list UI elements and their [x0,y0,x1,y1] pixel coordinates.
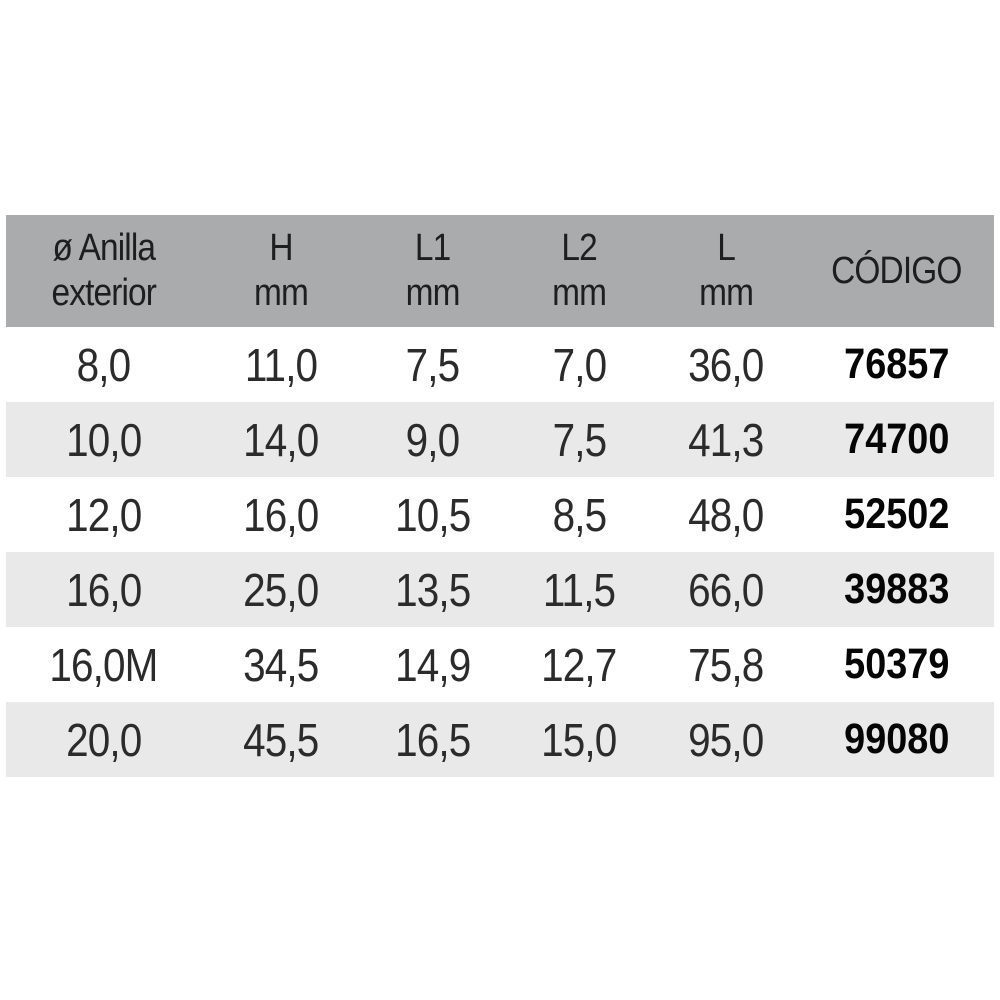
cell-h: 11,0 [244,338,318,391]
col-header-anilla-line1: ø Anilla [52,227,156,269]
cell-l: 75,8 [688,638,765,691]
cell-l1: 7,5 [405,338,460,391]
spec-table: ø Anilla exterior H mm L1 mm [6,215,994,777]
cell-l1: 14,9 [394,638,471,691]
col-header-h-line2: mm [253,272,309,314]
col-header-l-line2: mm [699,272,754,314]
cell-h: 16,0 [243,488,319,541]
cell-l1: 13,5 [359,552,505,627]
col-header-l-mm: L mm [653,215,800,327]
cell-l: 41,3 [653,402,800,477]
cell-l1: 9,0 [359,402,505,477]
table-row: 20,0 45,5 16,5 15,0 95,0 99080 [6,702,994,777]
cell-codigo: 99080 [799,702,994,777]
cell-l1: 10,5 [394,488,471,541]
cell-l2: 7,0 [552,338,607,391]
cell-l2: 8,5 [552,488,607,541]
cell-h: 34,5 [243,638,319,691]
col-header-h-mm: H mm [201,215,360,327]
col-header-anilla-line2: exterior [51,272,157,314]
cell-l: 48,0 [688,488,765,541]
cell-anilla: 20,0 [6,702,202,777]
col-header-l1-line2: mm [405,272,460,314]
col-header-l1-mm: L1 mm [359,215,505,327]
cell-anilla: 12,0 [66,488,142,541]
cell-codigo: 74700 [799,402,994,477]
table-row: 16,0M 34,5 14,9 12,7 75,8 50379 [6,627,994,702]
col-header-codigo-line1: CÓDIGO [831,249,962,292]
cell-l1: 16,5 [359,702,505,777]
cell-h: 14,0 [201,402,360,477]
cell-h: 25,0 [201,552,360,627]
cell-codigo: 76857 [844,340,950,388]
cell-l: 66,0 [653,552,800,627]
cell-l: 36,0 [688,338,765,391]
spec-table-container: ø Anilla exterior H mm L1 mm [6,215,994,777]
cell-codigo: 50379 [844,640,950,688]
cell-h: 45,5 [201,702,360,777]
col-header-h-line1: H [269,227,293,269]
table-row: 12,0 16,0 10,5 8,5 48,0 52502 [6,477,994,552]
cell-codigo: 52502 [844,490,950,538]
header-row: ø Anilla exterior H mm L1 mm [6,215,994,327]
table-row: 16,0 25,0 13,5 11,5 66,0 39883 [6,552,994,627]
cell-l2: 12,7 [541,638,617,691]
cell-l2: 11,5 [504,552,654,627]
cell-anilla: 16,0 [6,552,202,627]
cell-l2: 7,5 [504,402,654,477]
col-header-l2-line2: mm [552,272,607,314]
cell-l: 95,0 [653,702,800,777]
col-header-codigo: CÓDIGO [799,215,994,327]
cell-codigo: 39883 [799,552,994,627]
cell-l2: 15,0 [504,702,654,777]
table-header: ø Anilla exterior H mm L1 mm [6,215,994,327]
col-header-l-line1: L [717,227,736,269]
cell-anilla: 10,0 [6,402,202,477]
col-header-l2-mm: L2 mm [504,215,654,327]
col-header-l2-line1: L2 [561,227,597,269]
table-row: 10,0 14,0 9,0 7,5 41,3 74700 [6,402,994,477]
cell-anilla: 8,0 [76,338,132,391]
col-header-anilla-exterior: ø Anilla exterior [6,215,202,327]
cell-anilla: 16,0M [49,638,159,691]
col-header-l1-line1: L1 [414,227,451,269]
table-row: 8,0 11,0 7,5 7,0 36,0 76857 [6,327,994,402]
table-body: 8,0 11,0 7,5 7,0 36,0 76857 10,0 14,0 9,… [6,327,994,777]
